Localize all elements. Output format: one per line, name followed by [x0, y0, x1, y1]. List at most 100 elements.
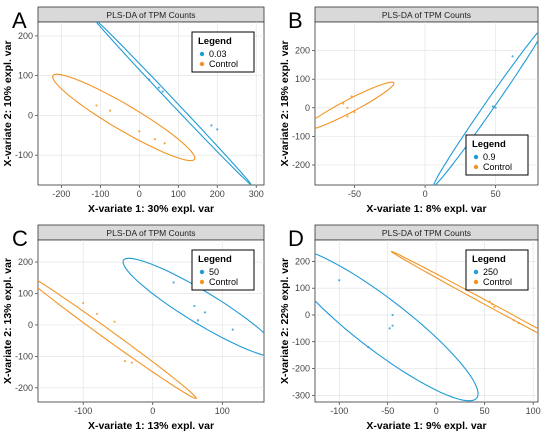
y-tick-label: 200	[295, 46, 310, 56]
x-tick-label: 50	[491, 189, 501, 199]
panel-label: C	[12, 226, 28, 251]
legend-entry: Control	[483, 277, 512, 287]
legend-title: Legend	[472, 254, 506, 265]
data-point-orange	[353, 110, 356, 114]
chart-title: PLS-DA of TPM Counts	[106, 228, 195, 238]
data-point-blue	[367, 346, 370, 349]
data-point-blue	[210, 124, 213, 127]
data-point-blue	[161, 90, 164, 93]
legend-entry: Control	[483, 162, 512, 172]
legend-swatch-orange	[199, 61, 205, 67]
x-tick-label: 0	[434, 406, 439, 416]
confidence-ellipse-blue	[315, 253, 479, 402]
y-axis-title: X-variate 2: 10% expl. var	[2, 40, 14, 166]
x-axis-title: X-variate 1: 9% expl. var	[366, 420, 486, 432]
data-point-orange	[123, 360, 127, 363]
chart-title: PLS-DA of TPM Counts	[106, 10, 195, 20]
panel-label: A	[12, 8, 27, 33]
data-point-blue	[388, 327, 391, 330]
panel-b: B PLS-DA of TPM Counts -50 0 50 -200 -100 0 100 2…	[279, 6, 539, 215]
data-point-blue	[391, 324, 394, 327]
y-tick-label: 100	[295, 283, 310, 293]
confidence-ellipse-blue	[122, 257, 264, 356]
data-point-orange	[346, 106, 349, 109]
legend-swatch-blue	[199, 269, 205, 275]
data-point-orange	[493, 305, 496, 309]
confidence-ellipse-orange	[38, 280, 197, 399]
data-point-orange	[346, 115, 349, 118]
legend-title: Legend	[472, 139, 506, 150]
data-point-orange	[163, 142, 166, 145]
x-tick-label: -100	[91, 189, 109, 199]
confidence-ellipse-orange	[52, 73, 196, 162]
y-tick-label: -200	[15, 383, 33, 393]
data-point-orange	[82, 301, 85, 305]
legend-entry: 0.03	[209, 49, 227, 59]
data-point-orange	[95, 104, 98, 107]
data-point-orange	[517, 321, 520, 325]
data-point-blue	[147, 78, 151, 81]
x-tick-label: 0	[423, 189, 428, 199]
x-tick-label: -100	[330, 406, 348, 416]
data-point-orange	[108, 109, 112, 112]
x-tick-label: 100	[526, 406, 541, 416]
data-point-blue	[203, 311, 206, 314]
data-point-blue	[338, 279, 341, 282]
data-point-orange	[113, 320, 116, 323]
y-tick-label: 100	[295, 74, 310, 84]
series-layer	[38, 257, 264, 399]
x-axis-title: X-variate 1: 13% expl. var	[88, 420, 214, 432]
panel-c: C PLS-DA of TPM Counts -100 0 100 -200 -100 0 10…	[2, 224, 265, 432]
y-tick-label: -200	[292, 160, 310, 170]
panel-a: A PLS-DA of TPM Counts -200 -100 0 100 200 300 -…	[2, 6, 265, 215]
y-tick-label: 0	[28, 110, 33, 120]
y-tick-label: -300	[292, 390, 310, 400]
y-tick-label: -100	[292, 131, 310, 141]
data-point-orange	[512, 319, 515, 322]
x-tick-label: -50	[381, 406, 394, 416]
y-tick-label: 200	[18, 257, 33, 267]
y-tick-label: 0	[28, 320, 33, 330]
x-axis-title: X-variate 1: 30% expl. var	[88, 203, 214, 215]
x-tick-label: 50	[480, 406, 490, 416]
legend-swatch-blue	[473, 269, 479, 275]
legend-entry: Control	[209, 277, 238, 287]
confidence-ellipse-orange	[390, 250, 538, 334]
x-tick-label: 300	[249, 189, 264, 199]
data-point-blue	[494, 106, 497, 109]
y-tick-label: 100	[18, 288, 33, 298]
x-axis-title: X-variate 1: 8% expl. var	[366, 203, 486, 215]
series-layer	[52, 22, 252, 185]
legend-swatch-orange	[473, 164, 479, 170]
chart-title: PLS-DA of TPM Counts	[382, 10, 471, 20]
panel-d: D PLS-DA of TPM Counts -100 -50 0 50 100 -300 -2…	[279, 224, 541, 432]
legend-swatch-blue	[473, 154, 479, 160]
x-tick-label: 0	[150, 406, 155, 416]
data-point-orange	[491, 303, 494, 306]
series-layer	[315, 250, 538, 402]
legend-swatch-blue	[199, 51, 205, 57]
data-point-blue	[391, 313, 394, 317]
legend-entry: 250	[483, 267, 498, 277]
y-tick-label: 0	[305, 103, 310, 113]
data-point-blue	[196, 319, 200, 322]
data-point-orange	[138, 130, 141, 133]
x-tick-label: 0	[137, 189, 142, 199]
legend-title: Legend	[198, 36, 232, 47]
data-point-orange	[153, 138, 156, 141]
x-tick-label: 200	[210, 189, 225, 199]
data-point-blue	[193, 304, 196, 308]
legend-entry: Control	[209, 59, 238, 69]
data-point-blue	[511, 55, 514, 58]
x-tick-label: -50	[348, 189, 361, 199]
y-tick-label: 0	[305, 310, 310, 320]
y-axis-title: X-variate 2: 18% expl. var	[279, 40, 291, 166]
y-tick-label: 200	[295, 256, 310, 266]
data-point-orange	[342, 102, 345, 105]
data-point-orange	[488, 300, 491, 303]
data-point-blue	[172, 281, 175, 284]
